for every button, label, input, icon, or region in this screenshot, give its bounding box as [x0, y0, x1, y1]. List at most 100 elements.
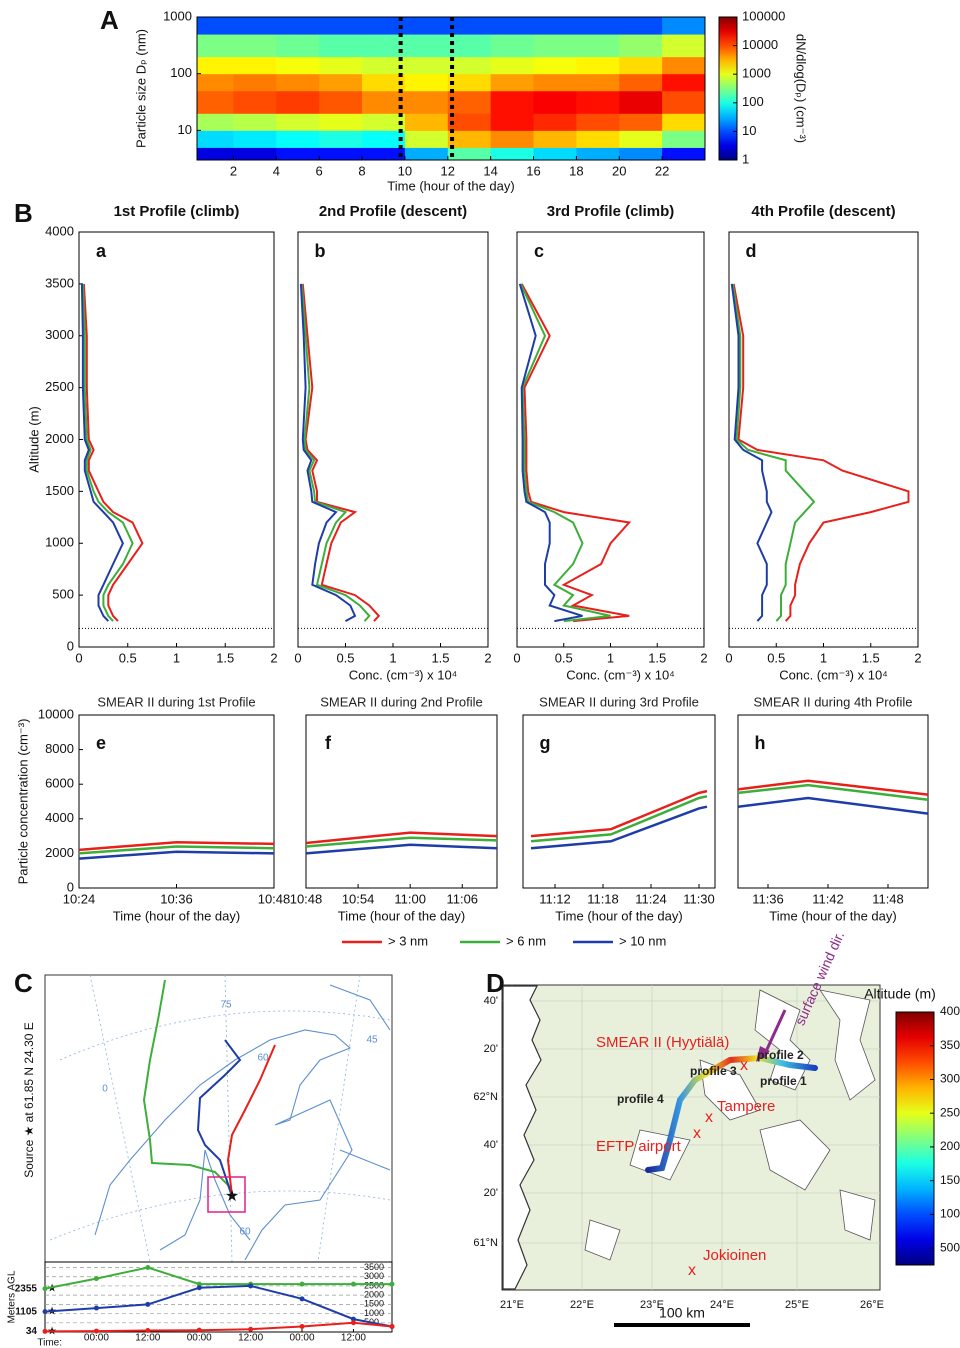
profile-line — [80, 283, 125, 622]
y-tick-label: 1000 — [163, 8, 192, 23]
heatmap-cell — [233, 90, 277, 114]
y2-tick-label: 2500 — [364, 1280, 384, 1290]
colorbar — [718, 16, 738, 161]
heatmap-cell — [533, 90, 577, 114]
x-tick-label: 12:00 — [341, 1333, 366, 1344]
lon-label: 23°E — [640, 1299, 664, 1311]
x-axis-label: Time (hour of the day) — [387, 178, 514, 193]
trajectory-point — [93, 1328, 99, 1334]
x-tick-label: 14 — [483, 163, 497, 178]
x-axis-label: Conc. (cm⁻³) x 10⁴ — [779, 667, 888, 682]
heatmap-cell — [533, 147, 577, 161]
x-axis-label: Conc. (cm⁻³) x 10⁴ — [566, 667, 675, 682]
plot-frame — [78, 714, 275, 889]
panel-title: SMEAR II during 2nd Profile — [320, 694, 483, 709]
axis-label: Meters AGL — [7, 1270, 18, 1323]
heatmap-cell — [233, 73, 277, 92]
heatmap-cell — [276, 90, 320, 114]
series-line — [78, 850, 275, 860]
flight-track — [645, 1054, 818, 1173]
trajectory — [142, 979, 233, 1197]
place-marker: x — [740, 1057, 748, 1074]
series-line — [305, 831, 498, 845]
heatmap-cell — [490, 34, 535, 58]
profile-line — [731, 283, 816, 622]
heatmap-cell — [576, 56, 620, 75]
x-axis-label: Time (hour of the day) — [338, 908, 465, 923]
profile-line — [301, 283, 381, 622]
x-tick-label: 1.5 — [862, 650, 880, 665]
heatmap-cell — [319, 73, 363, 92]
trajectory-point — [299, 1323, 305, 1329]
x-tick-label: 8 — [358, 163, 365, 178]
x-tick-label: 1 — [607, 650, 614, 665]
x-tick-label: 0.5 — [119, 650, 137, 665]
heatmap-cell — [662, 90, 706, 114]
heatmap-cell — [319, 113, 363, 131]
y-tick-label: 8000 — [45, 741, 74, 756]
x-tick-label: 0.5 — [336, 650, 354, 665]
place-marker: x — [688, 1262, 696, 1279]
profile-line — [730, 283, 773, 622]
place-marker: x — [705, 1109, 713, 1126]
trajectory-point — [299, 1296, 305, 1302]
heatmap-cell — [233, 113, 277, 131]
heatmap-cell — [576, 113, 620, 131]
heatmap-cell — [619, 34, 663, 58]
x-tick-label: 00:00 — [290, 1333, 315, 1344]
series-line — [737, 796, 929, 815]
colorbar-tick-label: 3500 — [940, 1038, 960, 1052]
place-label: Jokioinen — [703, 1247, 766, 1264]
grid-label: 0 — [102, 1084, 108, 1095]
subpanel-letter: c — [534, 241, 544, 261]
y-tick-label: 500 — [52, 587, 74, 602]
colorbar-tick-label: 10000 — [742, 37, 778, 52]
profile-line — [519, 283, 611, 623]
region-box — [207, 1176, 246, 1213]
trajectory-point — [248, 1283, 254, 1289]
subpanel-letter: f — [325, 733, 332, 753]
heatmap-cell — [233, 147, 277, 161]
panel-title: SMEAR II during 1st Profile — [97, 694, 255, 709]
heatmap-cell — [533, 34, 577, 58]
panel-label: B — [14, 198, 33, 228]
lat-label: 40' — [484, 995, 498, 1007]
profile-label: profile 3 — [690, 1064, 737, 1078]
subpanel-letter: e — [96, 733, 106, 753]
heatmap-cell — [447, 130, 492, 148]
heatmap-cell — [197, 34, 234, 58]
x-tick-label: 10:48 — [290, 891, 323, 906]
legend-label: > 3 nm — [388, 933, 428, 948]
x-axis-label: Time: — [37, 1338, 62, 1348]
series-line — [78, 840, 275, 852]
heatmap-cell — [404, 73, 449, 92]
panel-title: 1st Profile (climb) — [114, 203, 240, 220]
heatmap-cell — [576, 73, 620, 92]
heatmap-cell — [233, 17, 277, 35]
colorbar-tick-label: 500 — [940, 1240, 960, 1254]
panel-title: SMEAR II during 4th Profile — [754, 694, 913, 709]
panel-title: 4th Profile (descent) — [751, 203, 895, 220]
y-tick-label: 6000 — [45, 776, 74, 791]
profile-label: profile 1 — [760, 1074, 807, 1088]
x-axis-label: Conc. (cm⁻³) x 10⁴ — [349, 667, 458, 682]
x-tick-label: 18 — [569, 163, 583, 178]
grid-label: 75 — [220, 1000, 232, 1011]
colorbar-tick-label: 3000 — [940, 1072, 960, 1086]
y-tick-label: 2000 — [45, 431, 74, 446]
x-tick-label: 2 — [700, 650, 707, 665]
heatmap-cell — [197, 130, 234, 148]
plot-frame — [737, 714, 929, 889]
x-tick-label: 11:12 — [539, 891, 571, 906]
y2-tick-label: 1500 — [364, 1299, 384, 1309]
heatmap-cell — [362, 113, 406, 131]
heatmap-cell — [362, 34, 406, 58]
panel-label: C — [14, 968, 33, 998]
scale-label: 100 km — [659, 1305, 705, 1321]
x-tick-label: 12:00 — [135, 1333, 160, 1344]
coastline — [94, 984, 391, 1261]
heatmap-cell — [276, 17, 320, 35]
place-marker: x — [693, 1125, 701, 1142]
x-tick-label: 11:00 — [394, 891, 426, 906]
map-grid — [49, 974, 391, 1263]
